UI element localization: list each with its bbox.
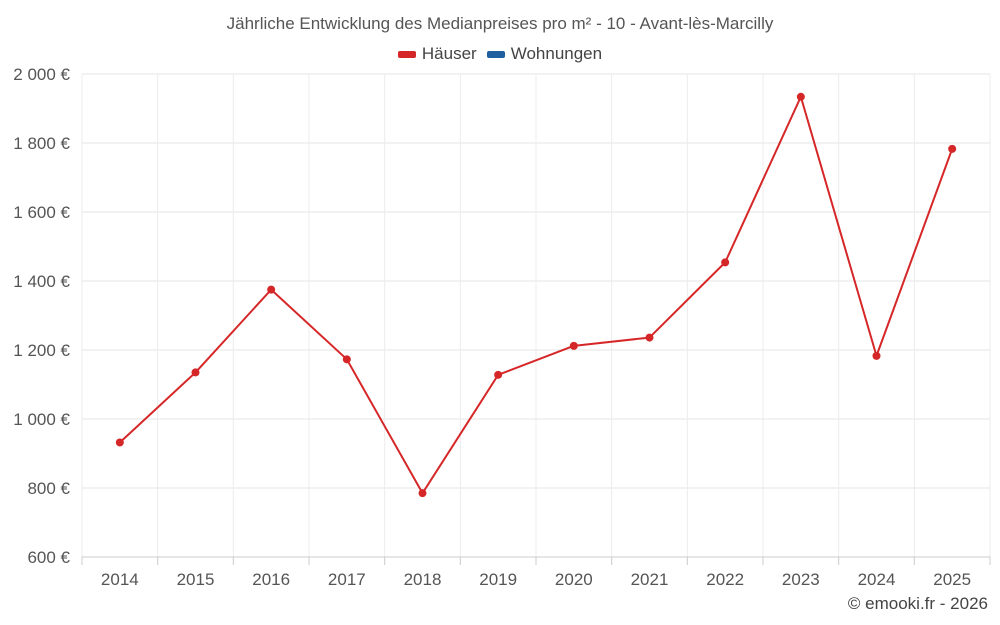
y-tick-label: 1 600 € [13, 203, 70, 222]
y-tick-label: 1 400 € [13, 272, 70, 291]
y-tick-label: 1 000 € [13, 410, 70, 429]
data-point[interactable] [948, 144, 957, 153]
data-point[interactable] [494, 370, 503, 379]
copyright-credit: © emooki.fr - 2026 [847, 594, 988, 613]
x-tick-label: 2019 [479, 570, 517, 589]
x-tick-label: 2016 [252, 570, 290, 589]
data-point[interactable] [645, 333, 654, 342]
data-point[interactable] [569, 341, 578, 350]
x-tick-label: 2018 [404, 570, 442, 589]
legend-swatch-wohnungen [486, 50, 505, 58]
y-tick-label: 1 200 € [13, 341, 70, 360]
y-tick-label: 600 € [27, 548, 70, 567]
data-point[interactable] [115, 438, 124, 447]
x-tick-label: 2024 [858, 570, 896, 589]
data-point[interactable] [872, 351, 881, 360]
legend-item-wohnungen[interactable]: Wohnungen [486, 44, 603, 64]
chart-title: Jährliche Entwicklung des Medianpreises … [226, 14, 774, 33]
data-point[interactable] [191, 368, 200, 377]
data-point[interactable] [721, 258, 730, 267]
y-tick-label: 1 800 € [13, 134, 70, 153]
legend-label-wohnungen: Wohnungen [510, 44, 603, 63]
x-tick-label: 2022 [706, 570, 744, 589]
x-tick-label: 2015 [177, 570, 215, 589]
y-tick-label: 800 € [27, 479, 70, 498]
chart-legend: Häuser Wohnungen [0, 44, 1000, 64]
x-tick-label: 2014 [101, 570, 139, 589]
legend-item-haeuser[interactable]: Häuser [397, 44, 477, 64]
x-tick-label: 2021 [631, 570, 669, 589]
legend-label-haeuser: Häuser [421, 44, 477, 63]
data-point[interactable] [418, 489, 427, 498]
x-tick-label: 2025 [933, 570, 971, 589]
x-tick-label: 2023 [782, 570, 820, 589]
y-tick-label: 2 000 € [13, 65, 70, 84]
legend-swatch-haeuser [397, 50, 416, 58]
series-line-häuser [119, 95, 954, 495]
data-point[interactable] [796, 92, 805, 101]
data-point[interactable] [267, 285, 276, 294]
x-tick-label: 2017 [328, 570, 366, 589]
x-tick-label: 2020 [555, 570, 593, 589]
data-point[interactable] [342, 355, 351, 364]
